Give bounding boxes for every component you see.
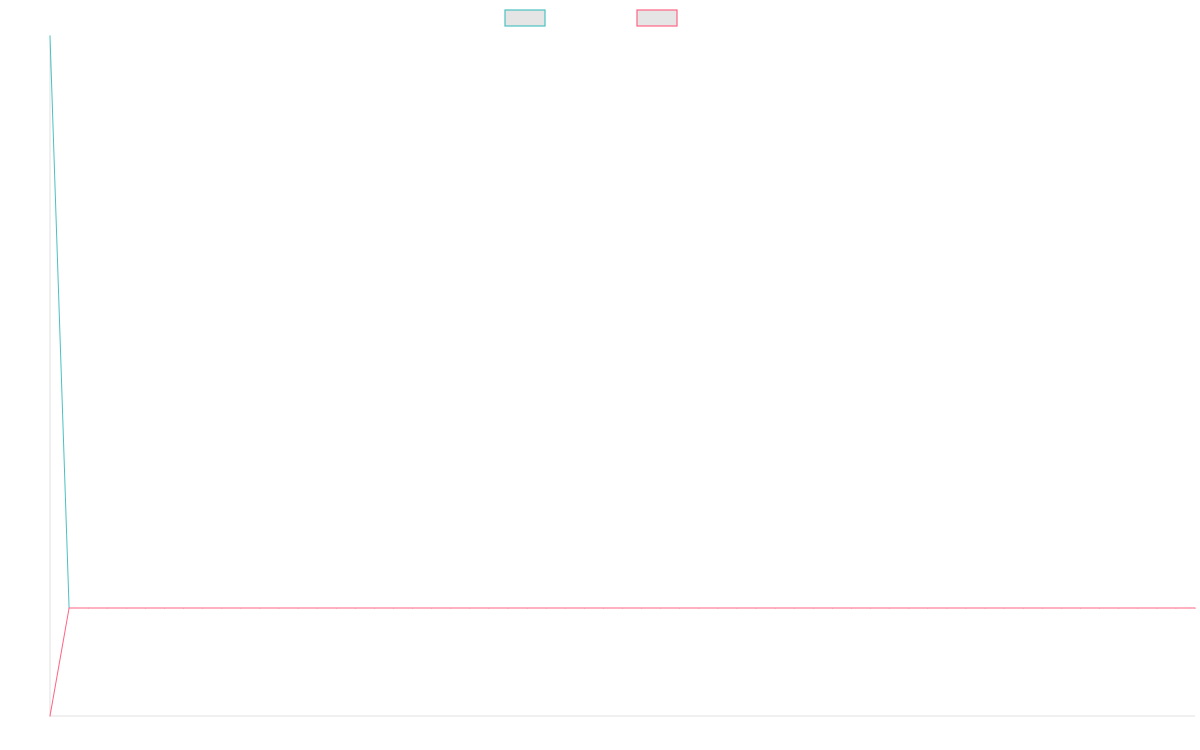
series-2-point — [526, 607, 528, 609]
series-2-point — [68, 607, 70, 609]
series-2-point — [316, 607, 318, 609]
series-2-point — [621, 607, 624, 609]
series-2-point — [984, 607, 986, 609]
series-2-point — [583, 607, 585, 609]
series-2-point — [946, 607, 948, 609]
series-2-point — [545, 607, 547, 609]
series-2-point — [965, 607, 967, 609]
series-2-point — [221, 607, 223, 609]
series-2-point — [1194, 607, 1196, 609]
series-2-point — [202, 607, 204, 609]
series-2-point — [1060, 607, 1063, 609]
series-2-point — [1175, 607, 1177, 609]
legend — [504, 9, 678, 27]
series-2-point — [774, 607, 776, 609]
series-2-point — [1156, 607, 1158, 609]
series-2-point — [1118, 607, 1120, 609]
series-2-point — [278, 607, 280, 609]
series-2-point — [698, 607, 700, 609]
series-2-point — [1022, 607, 1024, 609]
series-1-point — [49, 35, 51, 37]
series-2-point — [49, 715, 51, 717]
series-2-point — [335, 607, 337, 609]
series-2-point — [831, 607, 834, 609]
series-2-point — [812, 607, 814, 609]
series-2-point — [182, 607, 185, 609]
series-2-point — [1003, 607, 1005, 609]
series-2-point — [755, 607, 757, 609]
series-2-point — [717, 607, 719, 609]
series-layer — [49, 35, 1196, 717]
series-2-point — [1079, 607, 1082, 609]
series-2-point — [144, 607, 147, 609]
series-2-point — [793, 607, 795, 609]
series-2-point — [431, 607, 433, 609]
series-2-point — [469, 607, 471, 609]
series-2-point — [1137, 607, 1139, 609]
series-2-point — [125, 607, 127, 609]
series-2-point — [850, 607, 853, 609]
series-2-point — [354, 607, 356, 609]
series-2-point — [163, 607, 166, 609]
series-2-point — [373, 607, 376, 609]
series-1-line — [49, 35, 1195, 609]
series-2-point — [908, 607, 910, 609]
series-2-point — [927, 607, 929, 609]
series-2-point — [640, 607, 643, 609]
series-2-point — [660, 607, 662, 609]
series-2-point — [106, 607, 108, 609]
series-2-point — [450, 607, 452, 609]
series-2-point — [564, 607, 566, 609]
series-2-point — [1098, 607, 1101, 609]
series-2-point — [297, 607, 299, 609]
series-2-point — [1041, 607, 1043, 609]
series-2-line — [49, 607, 1195, 717]
series-2-point — [869, 607, 872, 609]
series-2-point — [679, 607, 681, 609]
legend-swatch-2 — [636, 9, 678, 27]
series-2-point — [411, 607, 414, 609]
series-2-point — [87, 607, 89, 609]
axes — [49, 36, 1195, 717]
series-2-point — [736, 607, 738, 609]
series-2-point — [392, 607, 395, 609]
series-2-point — [259, 607, 261, 609]
series-2-point — [488, 607, 490, 609]
series-2-point — [240, 607, 242, 609]
series-2-point — [602, 607, 605, 609]
series-2-point — [889, 607, 891, 609]
legend-swatch-1 — [504, 9, 546, 27]
series-2-point — [507, 607, 509, 609]
